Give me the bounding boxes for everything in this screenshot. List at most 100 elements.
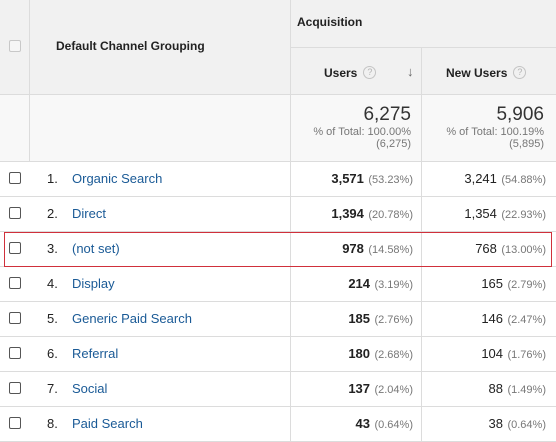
users-cell: 185 (2.76%) xyxy=(348,311,413,328)
new-users-value: 768 xyxy=(475,241,497,256)
channel-link[interactable]: Generic Paid Search xyxy=(72,311,192,326)
users-value: 978 xyxy=(342,241,364,256)
users-total-value: 6,275 xyxy=(363,104,411,125)
users-value: 43 xyxy=(355,416,371,431)
row-number: 4. xyxy=(47,276,58,291)
users-help-icon[interactable]: ? xyxy=(363,66,377,80)
new-users-value: 88 xyxy=(488,381,504,396)
channel-link[interactable]: Display xyxy=(72,276,115,291)
channel-link[interactable]: Referral xyxy=(72,346,119,361)
users-total-base: (6,275) xyxy=(376,138,411,150)
row-divider xyxy=(0,231,556,232)
sort-descending-icon[interactable]: ↓ xyxy=(407,64,414,79)
new-users-cell: 1,354 (22.93%) xyxy=(464,206,546,223)
row-divider xyxy=(0,301,556,302)
row-checkbox[interactable] xyxy=(9,242,21,254)
new-users-value: 146 xyxy=(481,311,504,326)
users-value: 214 xyxy=(348,276,371,291)
users-column-header[interactable]: Users? xyxy=(324,65,377,81)
row-number: 2. xyxy=(47,206,58,221)
channel-link[interactable]: Social xyxy=(72,381,108,396)
new-users-percent: (0.64%) xyxy=(507,419,546,431)
row-divider xyxy=(0,406,556,407)
new-users-total-base: (5,895) xyxy=(509,138,544,150)
users-cell: 978 (14.58%) xyxy=(342,241,413,258)
new-users-header-label: New Users xyxy=(446,66,508,80)
totals-row-background xyxy=(0,95,556,162)
row-checkbox[interactable] xyxy=(9,347,21,359)
new-users-cell: 3,241 (54.88%) xyxy=(464,171,546,188)
new-users-total-value: 5,906 xyxy=(496,104,544,125)
new-users-percent: (22.93%) xyxy=(501,209,546,221)
users-cell: 3,571 (53.23%) xyxy=(331,171,413,188)
users-cell: 137 (2.04%) xyxy=(348,381,413,398)
new-users-cell: 88 (1.49%) xyxy=(489,381,546,398)
channel-link[interactable]: (not set) xyxy=(72,241,120,256)
new-users-help-icon[interactable]: ? xyxy=(513,66,527,80)
row-checkbox[interactable] xyxy=(9,172,21,184)
row-number: 7. xyxy=(47,381,58,396)
acquisition-group-header: Acquisition xyxy=(297,15,363,29)
new-users-total-percent: % of Total: 100.19% xyxy=(446,126,544,138)
new-users-cell: 768 (13.00%) xyxy=(475,241,546,258)
row-checkbox[interactable] xyxy=(9,277,21,289)
users-value: 3,571 xyxy=(331,171,364,186)
new-users-value: 3,241 xyxy=(464,171,497,186)
users-percent: (2.04%) xyxy=(374,384,413,396)
new-users-percent: (2.79%) xyxy=(507,279,546,291)
row-divider xyxy=(0,266,556,267)
new-users-percent: (1.49%) xyxy=(507,384,546,396)
dimension-header[interactable]: Default Channel Grouping xyxy=(56,39,205,53)
row-checkbox[interactable] xyxy=(9,207,21,219)
users-total: 6,275 % of Total: 100.00% (6,275) xyxy=(290,104,411,150)
users-percent: (14.58%) xyxy=(368,244,413,256)
users-percent: (2.76%) xyxy=(374,314,413,326)
users-cell: 43 (0.64%) xyxy=(356,416,413,433)
row-divider xyxy=(0,371,556,372)
row-number: 6. xyxy=(47,346,58,361)
users-cell: 1,394 (20.78%) xyxy=(331,206,413,223)
select-all-checkbox[interactable] xyxy=(9,40,21,52)
new-users-percent: (2.47%) xyxy=(507,314,546,326)
new-users-total: 5,906 % of Total: 100.19% (5,895) xyxy=(421,104,544,150)
users-percent: (2.68%) xyxy=(374,349,413,361)
column-divider xyxy=(421,47,422,442)
users-cell: 214 (3.19%) xyxy=(348,276,413,293)
row-divider xyxy=(0,94,556,95)
new-users-cell: 38 (0.64%) xyxy=(489,416,546,433)
row-divider xyxy=(290,47,556,48)
column-divider xyxy=(29,0,30,162)
new-users-percent: (13.00%) xyxy=(501,244,546,256)
users-header-label: Users xyxy=(324,66,358,80)
row-divider xyxy=(0,336,556,337)
row-number: 3. xyxy=(47,241,58,256)
new-users-value: 165 xyxy=(481,276,504,291)
row-checkbox[interactable] xyxy=(9,382,21,394)
new-users-column-header[interactable]: New Users? xyxy=(446,65,527,81)
users-percent: (0.64%) xyxy=(374,419,413,431)
channel-link[interactable]: Paid Search xyxy=(72,416,143,431)
column-divider xyxy=(290,0,291,442)
new-users-cell: 146 (2.47%) xyxy=(481,311,546,328)
new-users-value: 38 xyxy=(488,416,504,431)
users-total-percent: % of Total: 100.00% xyxy=(313,126,411,138)
new-users-percent: (54.88%) xyxy=(501,174,546,186)
row-number: 5. xyxy=(47,311,58,326)
users-value: 185 xyxy=(348,311,371,326)
new-users-cell: 104 (1.76%) xyxy=(481,346,546,363)
row-divider xyxy=(0,196,556,197)
channel-link[interactable]: Organic Search xyxy=(72,171,163,186)
users-value: 180 xyxy=(348,346,371,361)
users-percent: (20.78%) xyxy=(368,209,413,221)
new-users-value: 104 xyxy=(481,346,504,361)
new-users-value: 1,354 xyxy=(464,206,497,221)
users-cell: 180 (2.68%) xyxy=(348,346,413,363)
users-percent: (3.19%) xyxy=(374,279,413,291)
row-number: 8. xyxy=(47,416,58,431)
row-checkbox[interactable] xyxy=(9,312,21,324)
row-divider xyxy=(0,161,556,162)
row-checkbox[interactable] xyxy=(9,417,21,429)
users-value: 137 xyxy=(348,381,371,396)
channel-link[interactable]: Direct xyxy=(72,206,106,221)
